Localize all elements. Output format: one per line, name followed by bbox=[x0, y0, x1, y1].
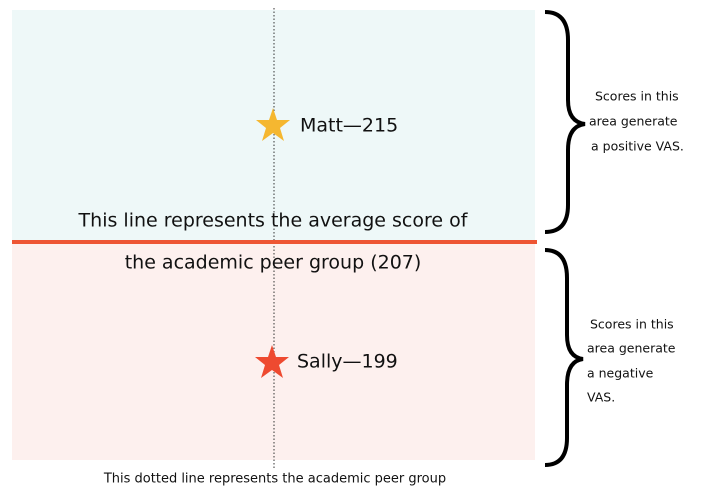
star-sally bbox=[255, 345, 289, 378]
average-text: the academic peer group (207) bbox=[125, 252, 422, 274]
note-text: a positive VAS. bbox=[591, 139, 684, 154]
point-label: Sally—199 bbox=[297, 351, 398, 373]
note-text: area generate bbox=[589, 114, 678, 129]
note-text: a negative bbox=[587, 366, 654, 381]
brace bbox=[544, 248, 584, 467]
note-text: area generate bbox=[587, 341, 676, 356]
note-text: VAS. bbox=[587, 390, 615, 405]
point-label: Matt—215 bbox=[300, 115, 398, 137]
brace bbox=[544, 10, 586, 234]
average-text: This line represents the average score o… bbox=[78, 210, 469, 232]
star-matt bbox=[256, 108, 290, 141]
note-text: Scores in this bbox=[590, 317, 674, 332]
note-text: Scores in this bbox=[595, 89, 679, 104]
dotted-text: This dotted line represents the academic… bbox=[103, 472, 446, 487]
